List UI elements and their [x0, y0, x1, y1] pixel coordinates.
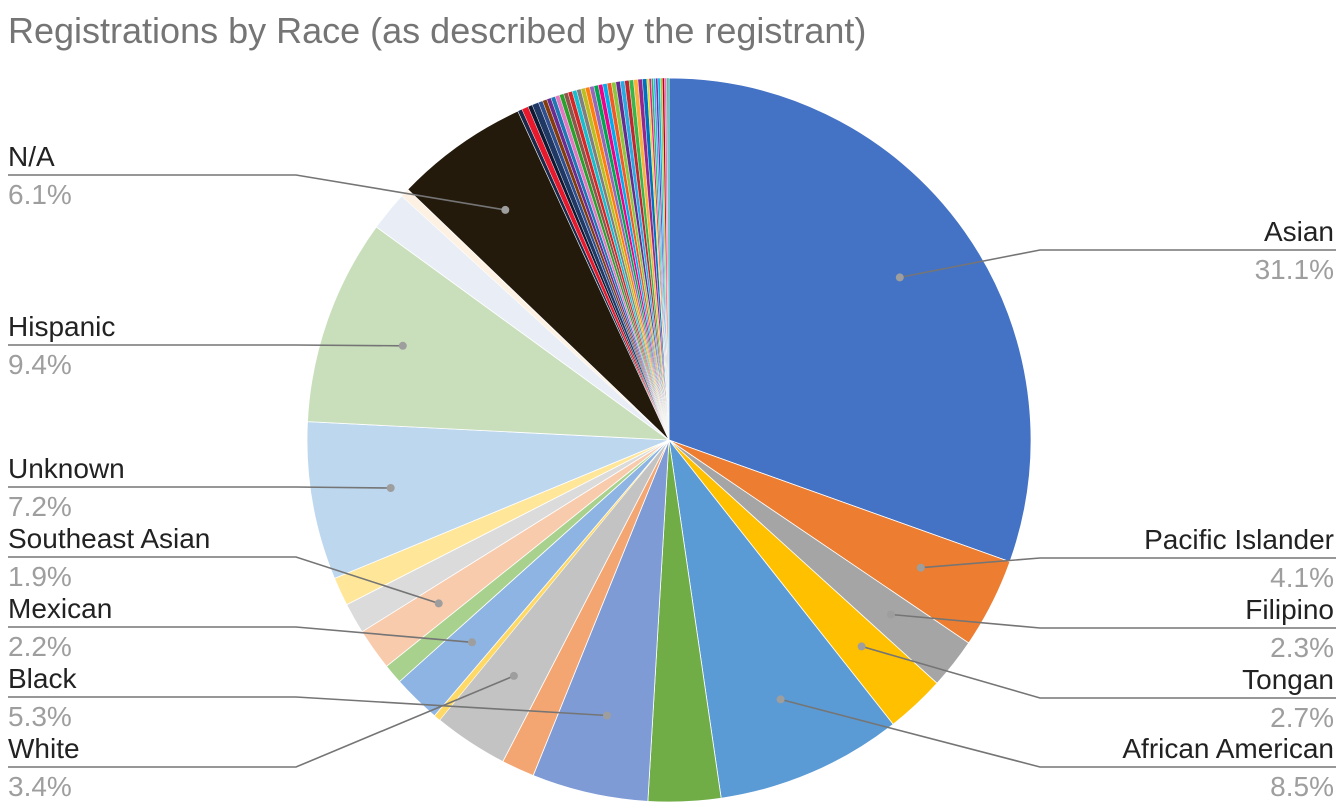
leader-dot-n-a: [501, 205, 510, 214]
leader-line-n-a: [8, 174, 506, 211]
slice-label-african-american: African American: [1122, 733, 1334, 764]
leader-line-white: [8, 675, 515, 768]
leader-line-hispanic: [8, 344, 403, 347]
pie-slice-unknown: [306, 421, 670, 579]
leader-line-filipino: [890, 613, 1336, 629]
slice-percent-african-american: 8.5%: [1270, 771, 1334, 802]
slice-labels: Asian 31.1% Pacific Islander 4.1%Filipino 2.…: [8, 141, 1336, 802]
slice-label-asian: Asian: [1264, 216, 1334, 247]
leader-dot-black: [603, 711, 611, 720]
leader-line-southeast-asian: [8, 556, 439, 605]
leader-dot-white: [509, 671, 518, 680]
slice-label-tongan: Tongan: [1242, 664, 1334, 695]
pie-slice-hispanic: [307, 226, 671, 441]
slice-percent-unknown: 7.2%: [8, 491, 72, 522]
leader-dot-asian: [895, 273, 904, 282]
slice-percent-southeast-asian: 1.9%: [8, 561, 72, 592]
slice-label-black: Black: [8, 663, 77, 694]
slice-label-n-a: N/A: [8, 141, 55, 172]
leader-dot-hispanic: [398, 341, 407, 350]
leader-line-pacific-islander: [920, 557, 1336, 569]
slice-label-pacific-islander: Pacific Islander: [1144, 524, 1334, 555]
leader-line-tongan: [861, 645, 1336, 699]
leader-dot-pacific-islander: [916, 563, 925, 572]
pie-slice-58: [666, 77, 670, 441]
leader-line-unknown: [8, 486, 391, 489]
slice-label-unknown: Unknown: [8, 453, 125, 484]
slice-label-filipino: Filipino: [1245, 594, 1334, 625]
slice-percent-n-a: 6.1%: [8, 179, 72, 210]
leader-dot-mexican: [468, 638, 476, 647]
slice-label-southeast-asian: Southeast Asian: [8, 523, 210, 554]
slice-percent-tongan: 2.7%: [1270, 702, 1334, 733]
slice-label-hispanic: Hispanic: [8, 311, 115, 342]
chart-title: Registrations by Race (as described by t…: [8, 10, 867, 51]
slice-percent-mexican: 2.2%: [8, 631, 72, 662]
leader-line-asian: [899, 249, 1336, 279]
slice-percent-hispanic: 9.4%: [8, 349, 72, 380]
slice-label-white: White: [8, 733, 80, 764]
leader-dot-african-american: [776, 695, 785, 704]
leader-line-african-american: [780, 698, 1336, 768]
leader-dot-southeast-asian: [434, 599, 443, 608]
leader-dot-tongan: [857, 642, 866, 651]
pie-slices: [306, 77, 1032, 803]
slice-percent-pacific-islander: 4.1%: [1270, 562, 1334, 593]
leader-dot-unknown: [386, 484, 395, 492]
slice-percent-filipino: 2.3%: [1270, 632, 1334, 663]
slice-percent-black: 5.3%: [8, 701, 72, 732]
pie-slice-african-american: [668, 438, 894, 799]
slice-percent-asian: 31.1%: [1255, 254, 1334, 285]
pie-slice-n-a: [407, 110, 670, 441]
pie-slice-asian: [668, 77, 1032, 563]
leader-line-mexican: [8, 626, 473, 644]
slice-percent-white: 3.4%: [8, 771, 72, 802]
leader-line-black: [8, 696, 608, 717]
slice-label-mexican: Mexican: [8, 593, 112, 624]
leader-dot-filipino: [887, 610, 895, 619]
